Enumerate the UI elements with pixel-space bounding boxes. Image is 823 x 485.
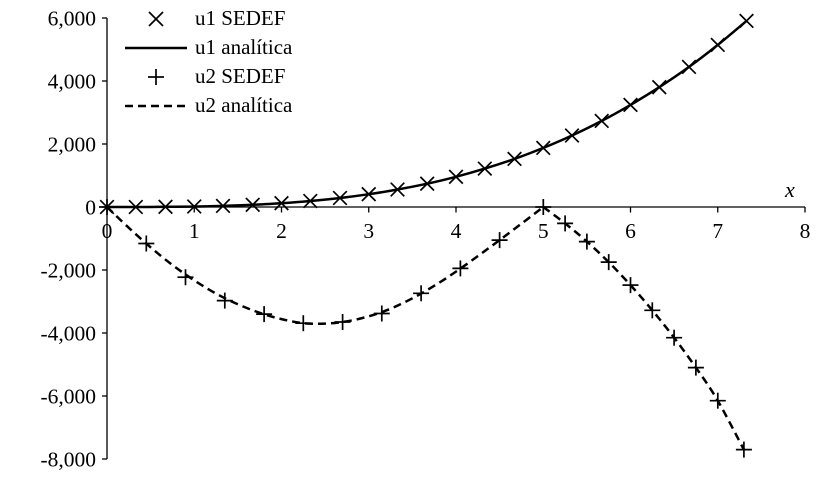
- legend-item-u1-analitica: u1 analítica: [122, 33, 292, 62]
- series-u2-analítica: [106, 205, 745, 451]
- svg-text:8: 8: [800, 219, 811, 243]
- svg-text:4: 4: [451, 219, 462, 243]
- svg-text:2,000: 2,000: [48, 133, 96, 157]
- svg-text:0: 0: [102, 219, 113, 243]
- svg-text:-2,000: -2,000: [40, 259, 96, 283]
- plus-marker-icon: [148, 68, 164, 85]
- legend-sample-u2-sedef: [122, 66, 190, 88]
- svg-text:1: 1: [189, 219, 200, 243]
- svg-text:-4,000: -4,000: [40, 322, 96, 346]
- chart-legend: u1 SEDEF u1 analítica u2 SEDEF: [122, 4, 292, 120]
- svg-text:4,000: 4,000: [48, 70, 96, 94]
- svg-text:-6,000: -6,000: [40, 385, 96, 409]
- svg-text:3: 3: [363, 219, 374, 243]
- legend-item-u1-sedef: u1 SEDEF: [122, 4, 292, 33]
- dashed-line-icon: [125, 104, 187, 107]
- svg-text:5: 5: [538, 219, 549, 243]
- solid-line-icon: [125, 46, 187, 49]
- svg-text:0: 0: [85, 196, 96, 220]
- x-axis-label: x: [785, 177, 795, 202]
- svg-text:2: 2: [276, 219, 287, 243]
- legend-sample-u2-analitica: [122, 95, 190, 117]
- series-u1-sedef: [99, 13, 754, 215]
- legend-sample-u1-sedef: [122, 8, 190, 30]
- svg-text:7: 7: [712, 219, 723, 243]
- legend-sample-u1-analitica: [122, 37, 190, 59]
- legend-label-u1-analitica: u1 analítica: [195, 35, 293, 59]
- svg-text:-8,000: -8,000: [40, 448, 96, 472]
- legend-label-u2-sedef: u2 SEDEF: [195, 64, 286, 88]
- tick-labels: 0 1 2 3 4 5 6 7 86,0004,0002,0000-2,000-4,000-6,…: [40, 7, 810, 472]
- legend-item-u2-sedef: u2 SEDEF: [122, 62, 292, 91]
- x-marker-icon: [148, 10, 164, 27]
- legend-label-u2-analitica: u2 analítica: [195, 93, 293, 117]
- legend-item-u2-analitica: u2 analítica: [122, 91, 292, 120]
- series-u2-sedef: [99, 199, 752, 458]
- legend-label-u1-sedef: u1 SEDEF: [195, 6, 286, 30]
- svg-text:6,000: 6,000: [48, 7, 96, 31]
- svg-text:6: 6: [625, 219, 636, 243]
